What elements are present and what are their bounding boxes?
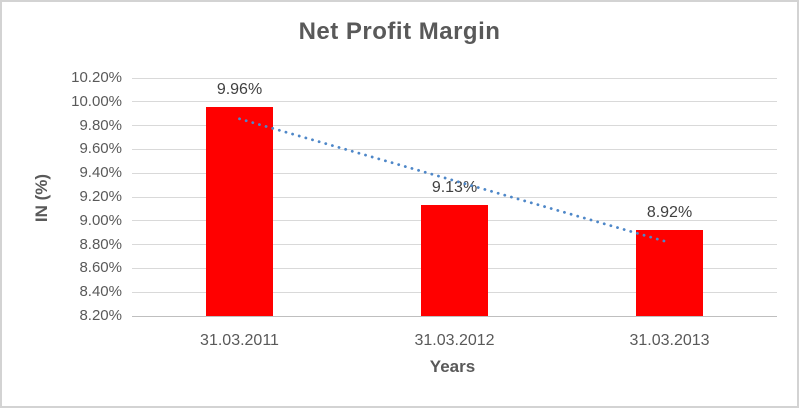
gridline — [132, 125, 777, 127]
y-tick-label: 9.00% — [79, 211, 122, 229]
gridline — [132, 77, 777, 79]
gridline — [132, 196, 777, 198]
x-axis-title: Years — [429, 357, 476, 376]
y-tick-label: 8.40% — [79, 283, 122, 301]
y-tick-label: 8.60% — [79, 259, 122, 277]
y-tick-label: 9.80% — [79, 116, 122, 134]
gridline — [132, 315, 777, 317]
gridline — [132, 148, 777, 150]
bar-31.03.2013 — [636, 230, 703, 316]
y-tick-label: 8.20% — [79, 307, 122, 324]
y-tick-label: 9.40% — [79, 164, 122, 182]
gridline — [132, 172, 777, 174]
x-tick-label: 31.03.2011 — [200, 332, 279, 349]
bar-31.03.2012 — [421, 205, 488, 316]
gridline — [132, 101, 777, 103]
y-tick-label: 9.20% — [79, 188, 122, 205]
x-tick-label: 31.03.2013 — [629, 332, 710, 349]
trendline — [238, 117, 671, 244]
y-tick-label: 10.00% — [71, 92, 122, 110]
chart-title: Net Profit Margin — [298, 18, 501, 45]
y-tick-label: 10.20% — [71, 69, 122, 86]
data-label: 9.96% — [216, 80, 263, 98]
bar-31.03.2011 — [206, 106, 273, 316]
y-tick-label: 8.80% — [79, 235, 122, 253]
x-tick-label: 31.03.2012 — [414, 332, 495, 349]
data-label: 8.92% — [646, 204, 693, 222]
y-tick-label: 9.60% — [79, 140, 122, 158]
